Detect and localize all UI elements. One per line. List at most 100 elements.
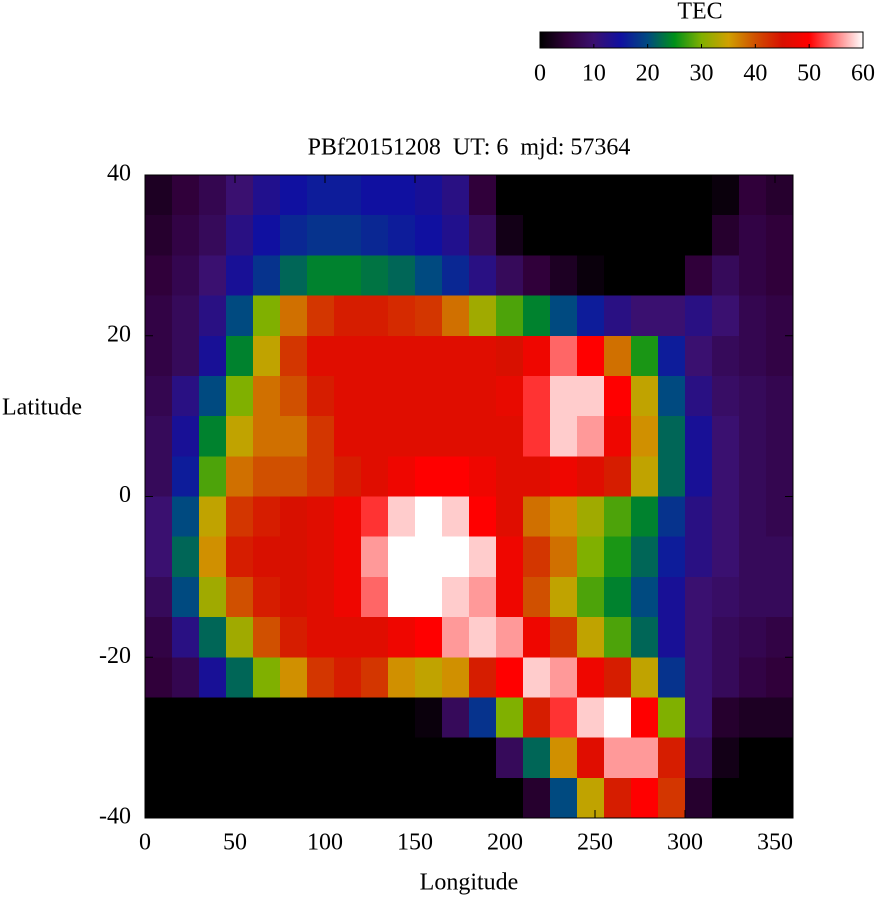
heatmap-cell	[415, 657, 443, 698]
heatmap-cell	[442, 496, 470, 538]
heatmap-cell	[361, 777, 389, 819]
heatmap-cell	[658, 737, 686, 779]
heatmap-cell	[226, 777, 254, 819]
heatmap-cell	[253, 576, 281, 618]
heatmap-cell	[226, 617, 254, 658]
heatmap-cell	[658, 416, 686, 457]
heatmap-cell	[550, 657, 578, 698]
heatmap-cell	[685, 737, 713, 779]
heatmap-cell	[577, 215, 605, 256]
heatmap-cell	[712, 215, 740, 256]
heatmap-cell	[199, 657, 227, 698]
heatmap-cell	[523, 737, 551, 779]
heatmap-cell	[496, 175, 524, 216]
heatmap-cell	[361, 456, 389, 497]
heatmap-cell	[766, 777, 794, 819]
heatmap-cell	[226, 295, 254, 337]
heatmap-cell	[145, 617, 173, 658]
heatmap-cell	[577, 456, 605, 497]
heatmap-cell	[280, 416, 308, 457]
heatmap-cell	[415, 375, 443, 417]
heatmap-cell	[631, 777, 659, 819]
heatmap-cell	[415, 576, 443, 618]
heatmap-cell	[334, 416, 362, 457]
heatmap-cell	[739, 617, 767, 658]
heatmap-cell	[631, 617, 659, 658]
heatmap-cell	[307, 496, 335, 538]
heatmap-cell	[442, 375, 470, 417]
heatmap-cell	[712, 255, 740, 297]
heatmap-cell	[442, 335, 470, 377]
colorbar-tick-label: 40	[743, 61, 767, 87]
heatmap-cell	[334, 375, 362, 417]
heatmap-cell	[334, 617, 362, 658]
heatmap-cell	[739, 576, 767, 618]
heatmap-cell	[253, 335, 281, 377]
heatmap-cell	[685, 255, 713, 297]
heatmap-cell	[280, 536, 308, 578]
heatmap-cell	[658, 335, 686, 377]
heatmap-cell	[172, 737, 200, 779]
heatmap-cell	[334, 456, 362, 497]
heatmap-cell	[496, 295, 524, 337]
heatmap-cell	[172, 375, 200, 417]
heatmap-cell	[145, 737, 173, 779]
heatmap-cell	[145, 375, 173, 417]
heatmap-cell	[496, 255, 524, 297]
heatmap-cell	[577, 295, 605, 337]
heatmap-cell	[685, 617, 713, 658]
heatmap-cell	[496, 737, 524, 779]
heatmap-cell	[712, 697, 740, 739]
heatmap-cell	[523, 215, 551, 256]
heatmap-cell	[658, 777, 686, 819]
heatmap-cell	[415, 697, 443, 739]
heatmap-cell	[523, 416, 551, 457]
heatmap-cell	[307, 416, 335, 457]
heatmap-cell	[280, 456, 308, 497]
heatmap-cell	[685, 576, 713, 618]
heatmap-cell	[415, 416, 443, 457]
heatmap-cell	[712, 456, 740, 497]
heatmap-cell	[523, 536, 551, 578]
heatmap-cell	[766, 375, 794, 417]
y-tick-label: 40	[107, 161, 131, 187]
x-tick-label: 300	[667, 830, 703, 856]
heatmap-cell	[226, 657, 254, 698]
heatmap-cell	[442, 416, 470, 457]
heatmap-cell	[766, 335, 794, 377]
heatmap-cell	[469, 617, 497, 658]
heatmap-cell	[145, 496, 173, 538]
heatmap-cell	[766, 215, 794, 256]
heatmap-cell	[766, 456, 794, 497]
heatmap-cell	[307, 617, 335, 658]
heatmap-cell	[496, 416, 524, 457]
heatmap-cell	[145, 175, 173, 216]
heatmap-cell	[739, 335, 767, 377]
heatmap-cell	[361, 496, 389, 538]
heatmap-cell	[766, 697, 794, 739]
heatmap-cell	[469, 215, 497, 256]
heatmap-cell	[523, 777, 551, 819]
x-tick-label: 200	[487, 830, 523, 856]
heatmap-cell	[685, 335, 713, 377]
heatmap-cell	[280, 175, 308, 216]
heatmap-cell	[523, 335, 551, 377]
heatmap-cell	[361, 657, 389, 698]
colorbar-tick-label: 60	[851, 61, 875, 87]
heatmap-cell	[253, 697, 281, 739]
heatmap-cell	[307, 777, 335, 819]
heatmap-cell	[199, 335, 227, 377]
heatmap-cell	[631, 496, 659, 538]
heatmap-cell	[199, 175, 227, 216]
heatmap-cell	[712, 777, 740, 819]
heatmap-cell	[631, 175, 659, 216]
heatmap-cell	[388, 456, 416, 497]
heatmap-cell	[739, 536, 767, 578]
heatmap-cell	[658, 496, 686, 538]
heatmap-cell	[550, 496, 578, 538]
heatmap-cell	[172, 175, 200, 216]
heatmap-cell	[226, 335, 254, 377]
heatmap-cell	[280, 335, 308, 377]
heatmap-cell	[712, 295, 740, 337]
heatmap-cell	[253, 255, 281, 297]
